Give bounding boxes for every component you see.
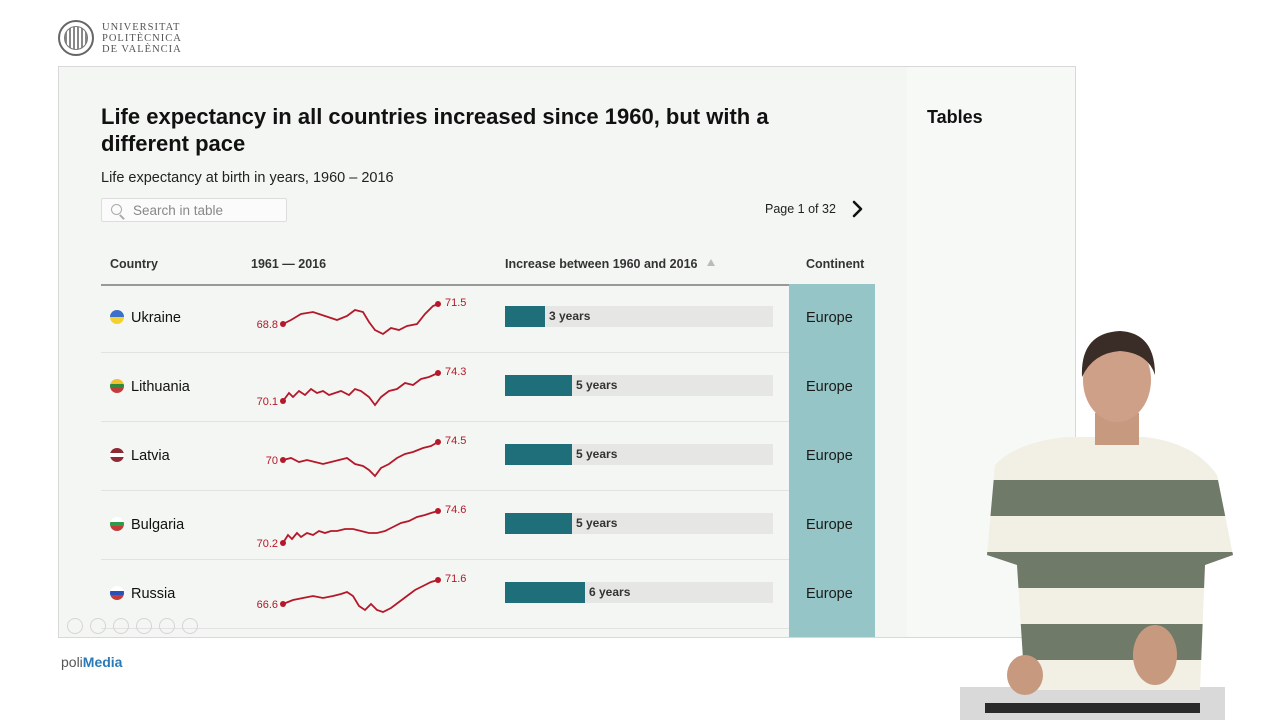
table-row[interactable]: Ukraine 68.8 71.5 3 years Europe	[101, 284, 875, 353]
country-name: Ukraine	[131, 310, 181, 326]
pen-icon[interactable]	[113, 618, 129, 634]
country-flag-icon	[110, 310, 124, 324]
search-input[interactable]	[131, 201, 285, 219]
sparkline-start-value: 70.1	[257, 396, 278, 408]
sparkline-end-point	[435, 370, 441, 376]
sparkline-end-point	[435, 439, 441, 445]
life-expectancy-sparkline: 68.8 71.5	[257, 297, 466, 336]
player-toolbar	[67, 618, 198, 634]
table-row[interactable]: Bulgaria 70.2 74.6 5 years Europe	[101, 491, 875, 560]
side-panel-title: Tables	[927, 107, 983, 127]
increase-label: 5 years	[576, 516, 618, 530]
row-divider	[101, 490, 789, 491]
university-name: UNIVERSITAT POLITÈCNICA DE VALÈNCIA	[102, 21, 182, 55]
increase-bar-fill	[505, 582, 585, 603]
table-row[interactable]: Lithuania 70.1 74.3 5 years Europe	[101, 353, 875, 422]
header-increase-label: Increase between 1960 and 2016	[505, 257, 698, 271]
sparkline-start-value: 70	[266, 455, 278, 467]
zoom-icon[interactable]	[159, 618, 175, 634]
country-name: Latvia	[131, 448, 170, 464]
continent-column-highlight	[789, 284, 875, 637]
slide-panel: Tables Life expectancy in all countries …	[58, 66, 1076, 638]
table-row[interactable]: Russia 66.6 71.6 6 years Europe	[101, 560, 875, 629]
sparkline-end-value: 71.6	[445, 573, 466, 585]
sparkline-start-point	[280, 540, 286, 546]
increase-bar-fill	[505, 444, 572, 465]
life-expectancy-sparkline: 70.1 74.3	[257, 366, 467, 408]
sort-ascending-icon	[707, 259, 716, 266]
country-name: Bulgaria	[131, 517, 185, 533]
sparkline-start-point	[280, 457, 286, 463]
sparkline-end-point	[435, 577, 441, 583]
row-divider	[101, 628, 789, 629]
sparkline-end-value: 74.3	[445, 366, 466, 378]
row-divider	[101, 421, 789, 422]
university-logo: UNIVERSITAT POLITÈCNICA DE VALÈNCIA	[58, 20, 182, 56]
increase-bar-track: 5 years	[505, 444, 773, 465]
continent-name: Europe	[806, 517, 853, 533]
increase-label: 3 years	[549, 309, 591, 323]
university-seal-icon	[58, 20, 94, 56]
life-expectancy-sparkline: 70 74.5	[266, 435, 466, 478]
sparkline-start-point	[280, 601, 286, 607]
search-icon	[111, 204, 123, 216]
increase-label: 5 years	[576, 447, 618, 461]
sparkline-start-point	[280, 398, 286, 404]
country-name: Russia	[131, 586, 176, 602]
sparkline-start-value: 66.6	[257, 599, 278, 611]
header-country[interactable]: Country	[110, 257, 158, 271]
header-continent[interactable]: Continent	[806, 257, 865, 271]
forward-icon[interactable]	[90, 618, 106, 634]
continent-name: Europe	[806, 379, 853, 395]
sparkline-end-value: 74.5	[445, 435, 466, 447]
increase-label: 6 years	[589, 585, 631, 599]
increase-bar-track: 5 years	[505, 375, 773, 396]
chart-subtitle: Life expectancy at birth in years, 1960 …	[101, 170, 394, 186]
header-trend[interactable]: 1961 — 2016	[251, 257, 327, 271]
table-search[interactable]	[101, 198, 287, 222]
increase-bar-fill	[505, 513, 572, 534]
table-row[interactable]: Latvia 70 74.5 5 years Europe	[101, 422, 875, 491]
sparkline-start-point	[280, 321, 286, 327]
header-increase[interactable]: Increase between 1960 and 2016	[505, 257, 716, 271]
sparkline-end-point	[435, 301, 441, 307]
header-divider	[101, 284, 875, 286]
country-flag-icon	[110, 379, 124, 393]
increase-label: 5 years	[576, 378, 618, 392]
increase-bar-fill	[505, 375, 572, 396]
increase-bar-track: 6 years	[505, 582, 773, 603]
continent-name: Europe	[806, 310, 853, 326]
back-icon[interactable]	[67, 618, 83, 634]
next-page-chevron-icon[interactable]	[849, 199, 867, 219]
chart-title: Life expectancy in all countries increas…	[101, 104, 769, 156]
increase-bar-fill	[505, 306, 545, 327]
life-expectancy-sparkline: 70.2 74.6	[257, 504, 467, 550]
sparkline-end-point	[435, 508, 441, 514]
sparkline-end-value: 74.6	[445, 504, 466, 516]
page-indicator: Page 1 of 32	[765, 202, 836, 216]
country-flag-icon	[110, 517, 124, 531]
sparkline-start-value: 68.8	[257, 319, 278, 331]
polimedia-logo: poliMedia	[61, 654, 123, 670]
life-expectancy-sparkline: 66.6 71.6	[257, 573, 466, 613]
increase-bar-track: 5 years	[505, 513, 773, 534]
more-icon[interactable]	[182, 618, 198, 634]
sparkline-start-value: 70.2	[257, 538, 278, 550]
continent-name: Europe	[806, 586, 853, 602]
country-flag-icon	[110, 586, 124, 600]
continent-name: Europe	[806, 448, 853, 464]
country-flag-icon	[110, 448, 124, 462]
presenter-video	[960, 331, 1233, 720]
row-divider	[101, 352, 789, 353]
copy-icon[interactable]	[136, 618, 152, 634]
sparkline-end-value: 71.5	[445, 297, 466, 309]
increase-bar-track: 3 years	[505, 306, 773, 327]
country-name: Lithuania	[131, 379, 190, 395]
row-divider	[101, 559, 789, 560]
